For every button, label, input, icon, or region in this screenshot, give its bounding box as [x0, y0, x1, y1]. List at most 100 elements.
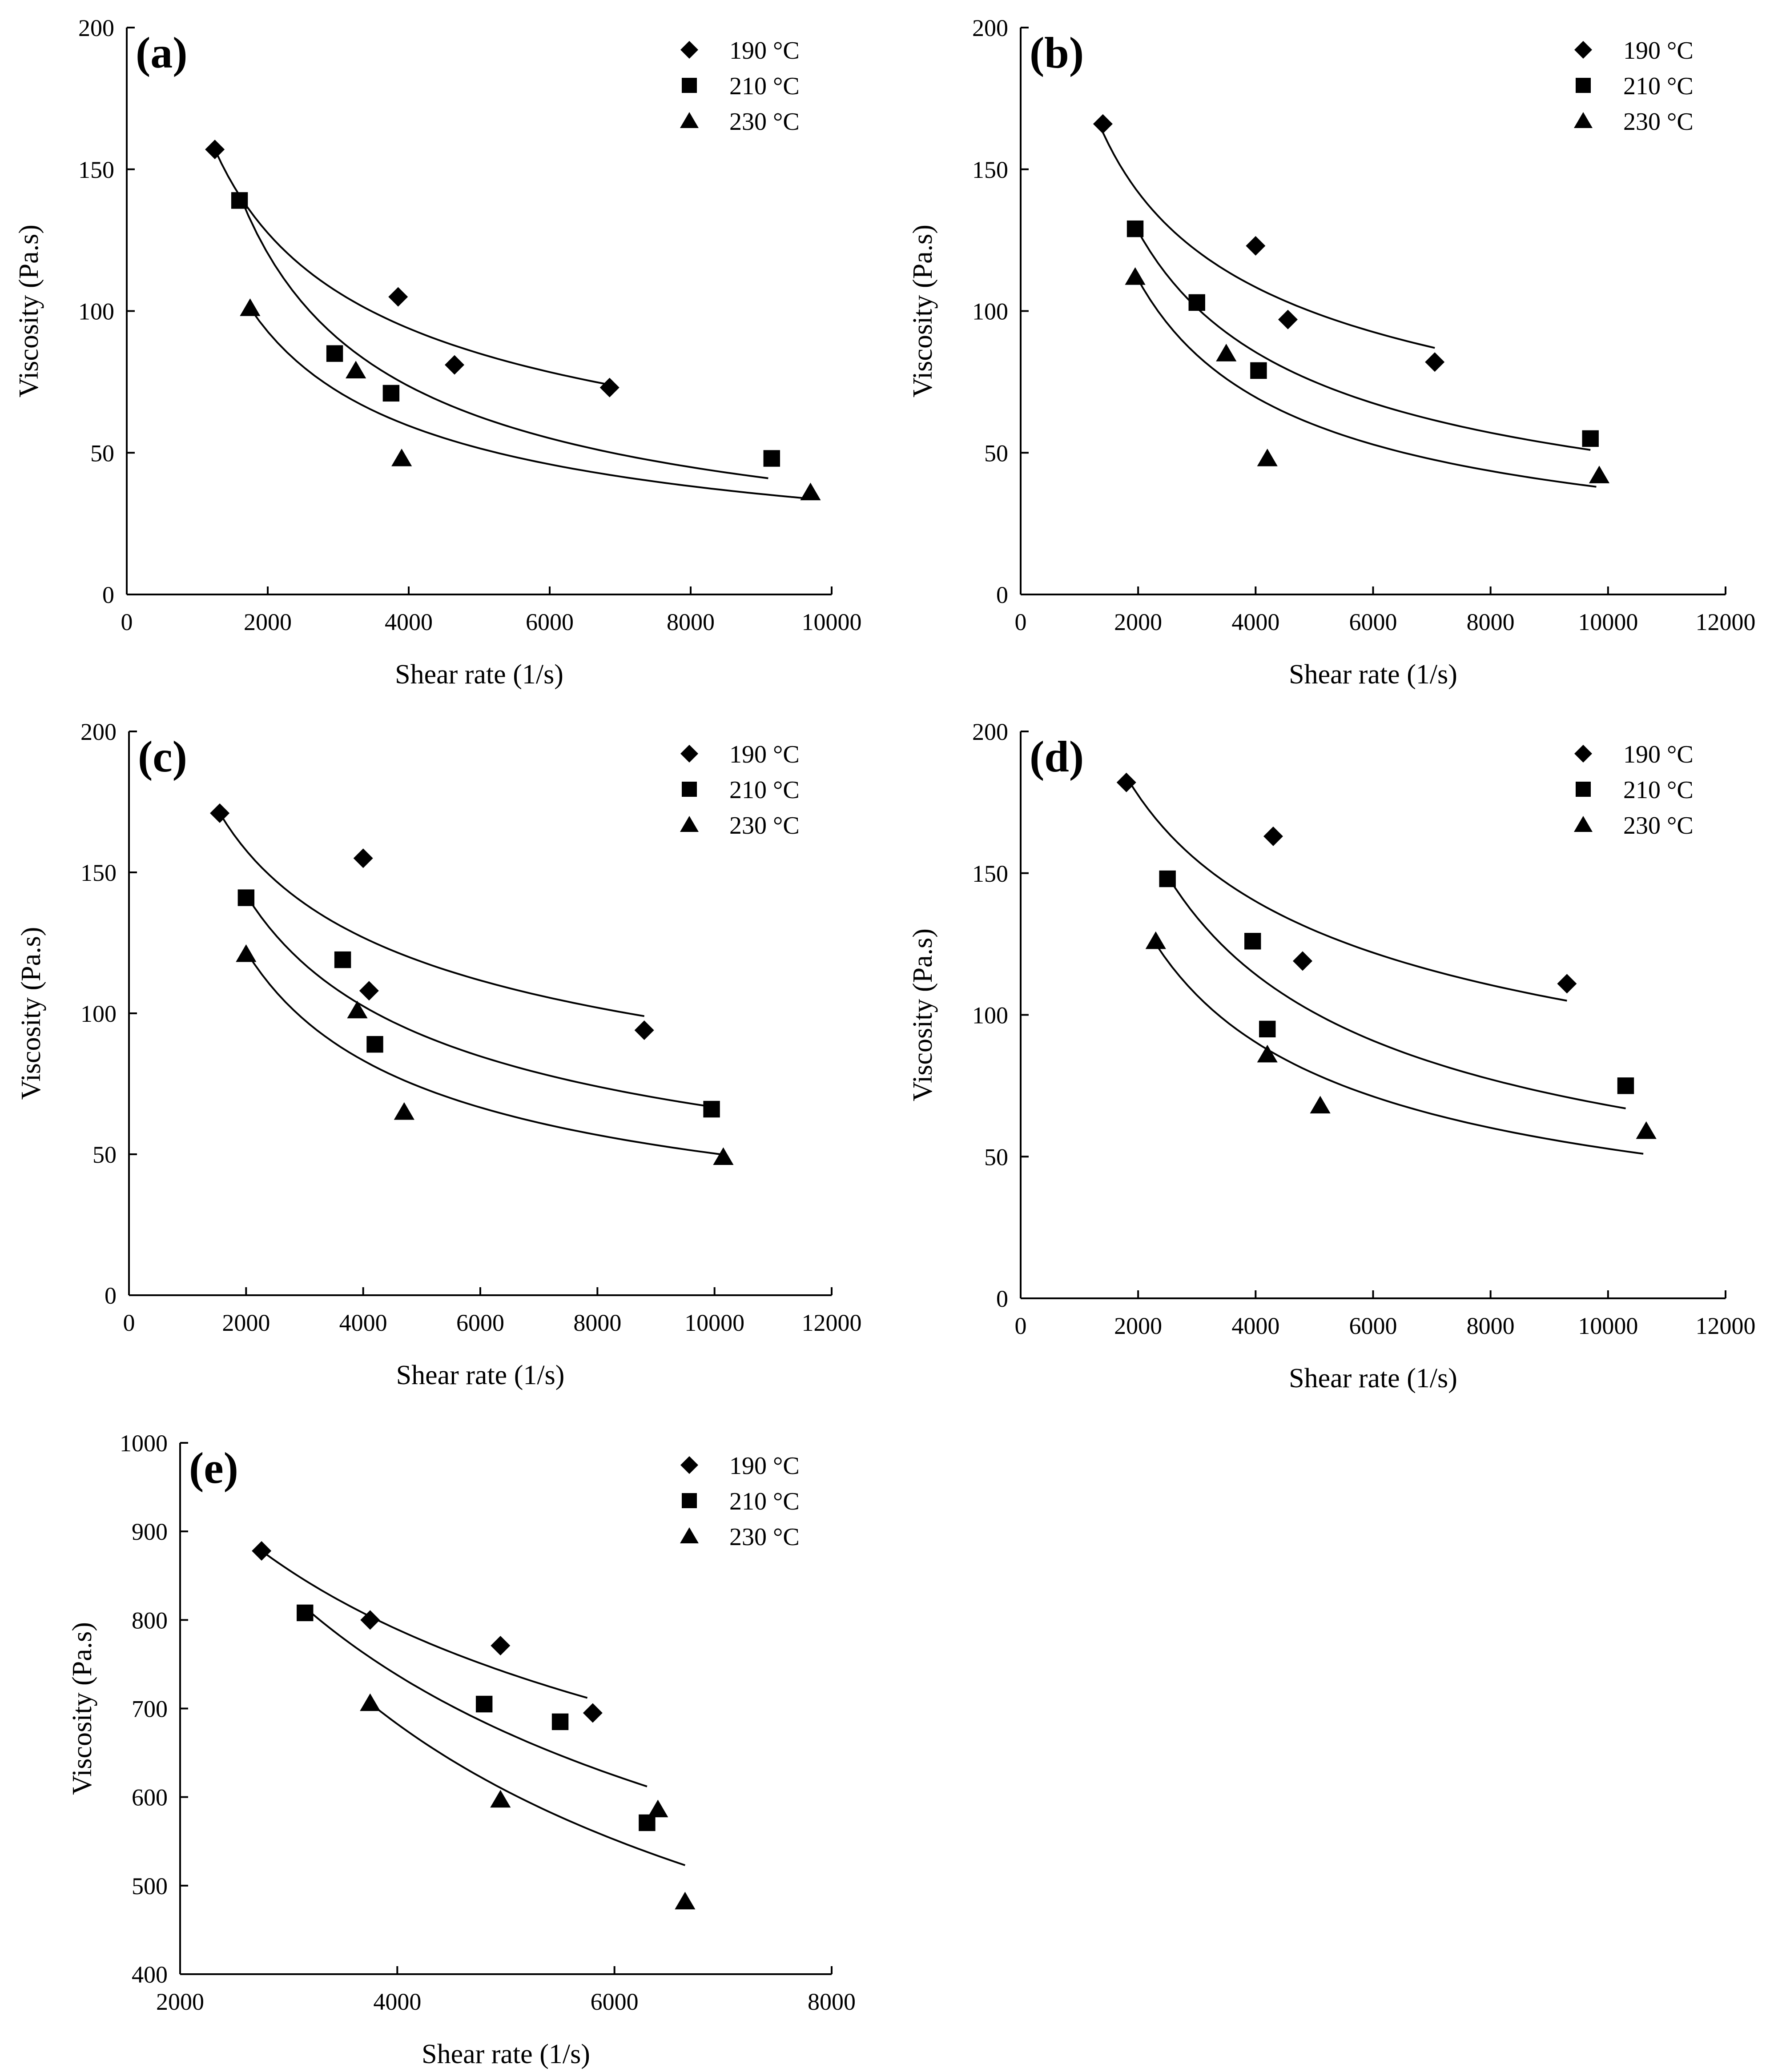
legend-label: 190 °C: [1623, 37, 1694, 64]
legend-label: 230 °C: [1623, 812, 1694, 839]
data-point: [326, 345, 343, 362]
x-tick-label: 10000: [684, 1309, 744, 1336]
data-point: [394, 1102, 414, 1120]
data-point: [648, 1799, 668, 1818]
y-tick-label: 0: [996, 1285, 1008, 1312]
legend-marker: [1576, 78, 1591, 93]
fit-curve: [219, 812, 645, 1017]
data-point: [1636, 1121, 1657, 1139]
data-point: [1216, 344, 1237, 361]
y-tick-label: 400: [132, 1961, 168, 1988]
data-point: [1116, 772, 1136, 792]
y-axis-title: Viscosity (Pa.s): [908, 928, 938, 1101]
fit-curve: [245, 951, 721, 1155]
panel-b: 0 2000 4000 6000 8000 10000 12000 0 50 100 150 200 S…: [908, 15, 1756, 690]
data-point: [388, 287, 408, 307]
legend-label: 190 °C: [729, 741, 800, 768]
y-tick-label: 50: [93, 1141, 117, 1168]
x-tick-label: 6000: [591, 1988, 639, 2015]
y-tick-label: 100: [78, 298, 114, 325]
y-tick-label: 700: [132, 1696, 168, 1723]
legend-marker: [680, 41, 698, 59]
x-tick-label: 2000: [1114, 1313, 1162, 1339]
panel-label: (e): [189, 1443, 238, 1493]
legend-label: 190 °C: [729, 1452, 800, 1480]
data-point: [1159, 870, 1176, 887]
legend-marker: [680, 1456, 698, 1474]
y-tick-label: 1000: [120, 1430, 168, 1457]
x-tick-label: 8000: [1467, 1313, 1515, 1339]
y-tick-label: 50: [90, 440, 114, 466]
y-tick-label: 150: [972, 860, 1008, 887]
data-point: [675, 1891, 696, 1910]
data-point: [1093, 114, 1113, 134]
data-point: [1126, 220, 1144, 237]
x-tick-label: 4000: [1231, 1313, 1279, 1339]
x-axis-title: Shear rate (1/s): [1289, 1363, 1457, 1393]
data-point: [359, 981, 379, 1001]
x-axis-title: Shear rate (1/s): [1289, 659, 1457, 690]
data-point: [583, 1703, 603, 1723]
data-point: [800, 482, 821, 501]
data-point: [491, 1636, 511, 1656]
fit-curve: [1134, 225, 1591, 451]
y-tick-label: 100: [972, 1002, 1008, 1029]
legend-marker: [680, 745, 698, 763]
data-point: [1125, 267, 1146, 285]
x-tick-label: 6000: [456, 1309, 504, 1336]
data-point: [1425, 352, 1445, 372]
fit-curve: [1155, 943, 1644, 1155]
x-tick-label: 0: [1015, 609, 1027, 635]
legend-marker: [682, 78, 697, 93]
y-tick-label: 150: [78, 157, 114, 183]
panel-label: (a): [136, 28, 188, 77]
x-tick-label: 2000: [244, 609, 292, 635]
x-tick-label: 0: [123, 1309, 135, 1336]
fit-curve: [1167, 875, 1626, 1109]
data-point: [1310, 1096, 1331, 1114]
legend-marker: [680, 816, 699, 832]
data-point: [1293, 951, 1312, 971]
x-tick-label: 8000: [573, 1309, 621, 1336]
data-point: [353, 848, 373, 868]
fit-curve: [214, 149, 610, 386]
y-axis-title: Viscosity (Pa.s): [16, 927, 46, 1100]
data-point: [346, 361, 366, 378]
fit-curve: [1102, 132, 1435, 349]
y-tick-label: 100: [80, 1000, 117, 1027]
y-tick-label: 200: [972, 15, 1008, 41]
data-point: [763, 450, 780, 467]
legend-marker: [1574, 112, 1593, 128]
y-tick-label: 900: [132, 1518, 168, 1545]
legend-marker: [680, 1527, 699, 1543]
x-tick-label: 10000: [1578, 1313, 1638, 1339]
data-point: [445, 355, 465, 375]
y-tick-label: 800: [132, 1607, 168, 1634]
data-point: [1188, 294, 1205, 311]
x-tick-label: 2000: [222, 1309, 270, 1336]
data-point: [599, 377, 620, 398]
data-point: [391, 449, 412, 466]
x-tick-label: 12000: [1696, 1313, 1756, 1339]
y-tick-label: 0: [105, 1282, 117, 1309]
legend-marker: [682, 782, 697, 797]
data-point: [1589, 466, 1610, 483]
legend-marker: [1574, 816, 1593, 832]
legend-marker: [680, 112, 699, 128]
x-axis-title: Shear rate (1/s): [395, 659, 563, 690]
x-tick-label: 12000: [1696, 609, 1756, 635]
legend-label: 210 °C: [729, 72, 800, 100]
data-point: [1617, 1077, 1634, 1094]
y-tick-label: 50: [984, 1144, 1008, 1170]
data-point: [360, 1693, 381, 1711]
data-point: [1257, 1044, 1278, 1063]
fit-curve: [304, 1606, 648, 1787]
legend-label: 210 °C: [729, 1488, 800, 1515]
fit-curve: [370, 1703, 686, 1866]
data-point: [1263, 826, 1283, 846]
y-tick-label: 200: [78, 15, 114, 41]
panel-label: (c): [138, 732, 187, 781]
x-tick-label: 10000: [802, 609, 862, 635]
data-point: [1257, 449, 1278, 466]
fit-curve: [249, 307, 804, 499]
